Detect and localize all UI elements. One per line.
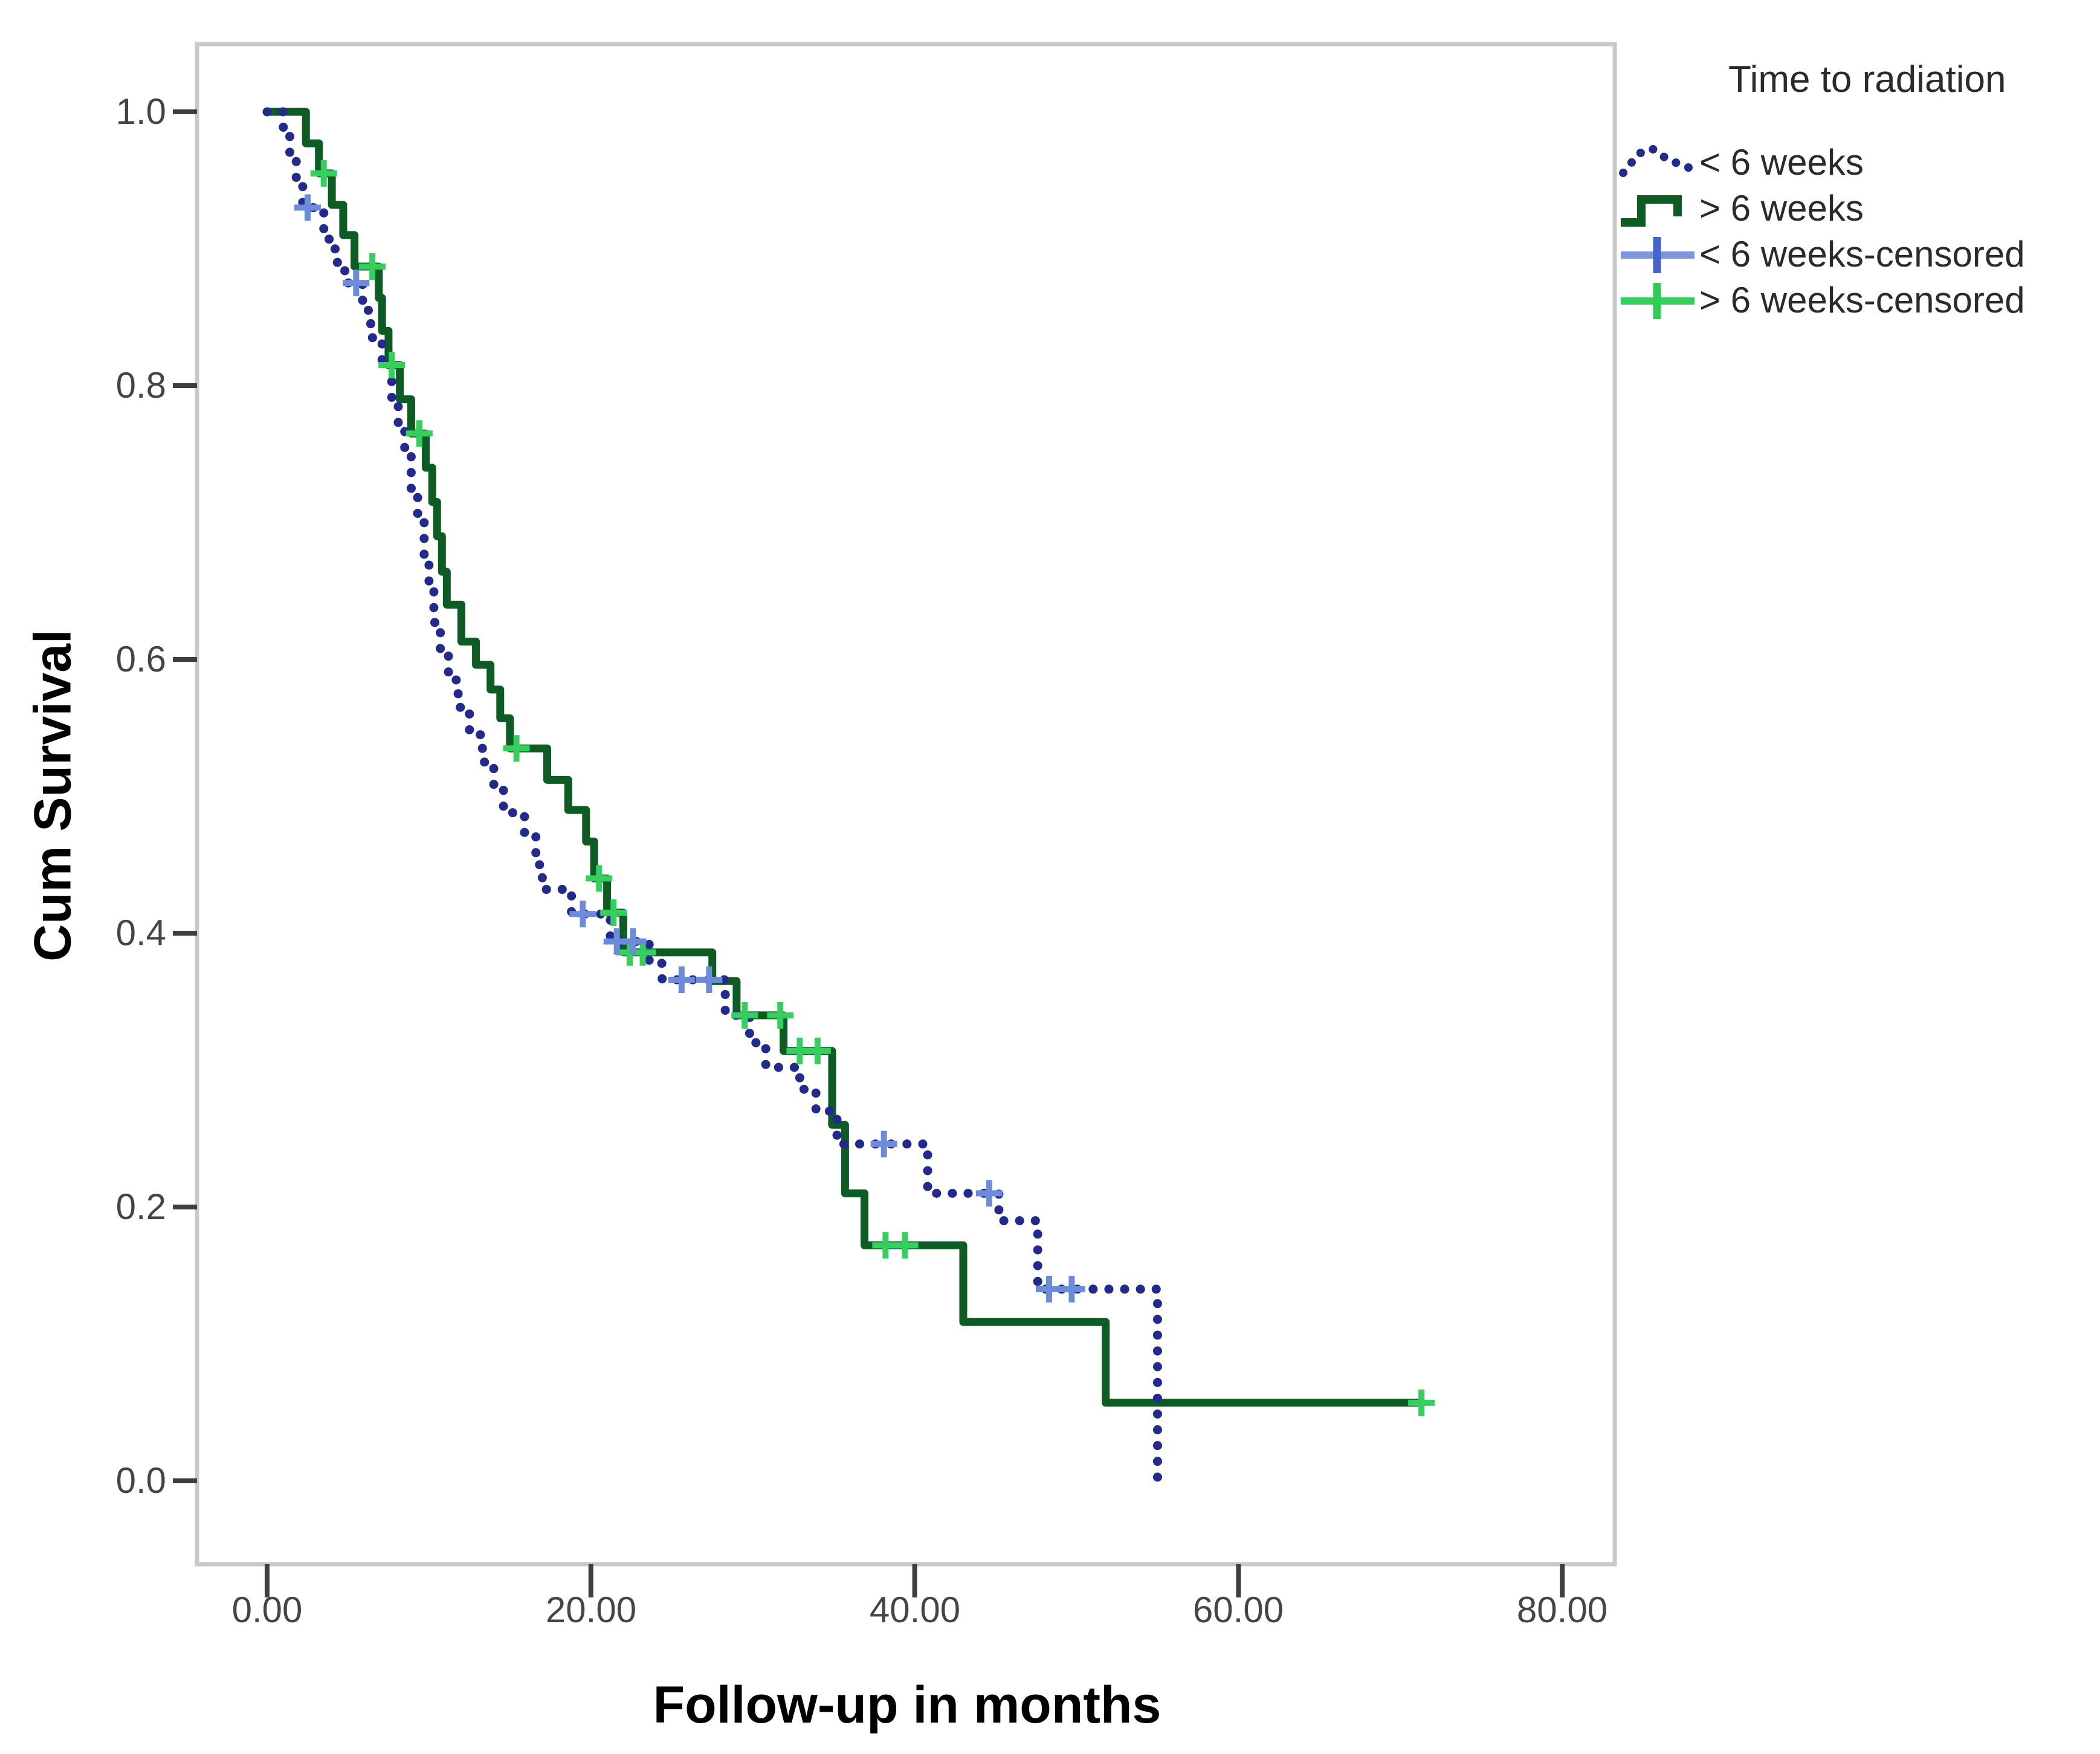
x-tick-label: 20.00 <box>545 1590 637 1630</box>
y-tick-label: 0.2 <box>115 1186 166 1227</box>
survival-curve-gt6w <box>267 108 1422 1407</box>
y-tick-label: 0.8 <box>115 365 166 406</box>
x-axis-title: Follow-up in months <box>653 1676 1161 1734</box>
y-axis-title: Cum Survival <box>24 629 82 962</box>
y-tick-label: 0.6 <box>115 639 166 679</box>
plus-marker-icon <box>1621 283 1695 319</box>
legend-item-label: > 6 weeks <box>1699 187 1864 228</box>
legend-item-gt6w-censored: > 6 weeks-censored <box>1618 276 2025 324</box>
step-line-icon <box>1621 195 1682 227</box>
legend-item-lt6w: < 6 weeks <box>1618 138 1864 186</box>
x-tick-label: 40.00 <box>869 1590 961 1630</box>
legend-title: Time to radiation <box>1728 59 2006 100</box>
legend-item-label: < 6 weeks-censored <box>1699 233 2025 274</box>
legend-item-lt6w-censored: < 6 weeks-censored <box>1618 230 2025 278</box>
x-tick-label: 60.00 <box>1192 1590 1284 1630</box>
y-tick-label: 0.0 <box>115 1460 166 1501</box>
legend-item-gt6w: > 6 weeks <box>1618 184 1864 232</box>
y-tick-label: 1.0 <box>115 91 166 132</box>
survival-curve-lt6w <box>262 107 1162 1486</box>
x-tick-label: 0.00 <box>231 1590 303 1630</box>
plot-frame <box>195 42 1617 1567</box>
plus-marker-icon <box>1621 237 1695 273</box>
legend-item-label: < 6 weeks <box>1699 141 1864 183</box>
y-tick-label: 0.4 <box>115 913 166 953</box>
dotted-line-icon <box>1619 144 1694 177</box>
legend-item-label: > 6 weeks-censored <box>1699 279 2025 320</box>
x-tick-label: 80.00 <box>1516 1590 1608 1630</box>
